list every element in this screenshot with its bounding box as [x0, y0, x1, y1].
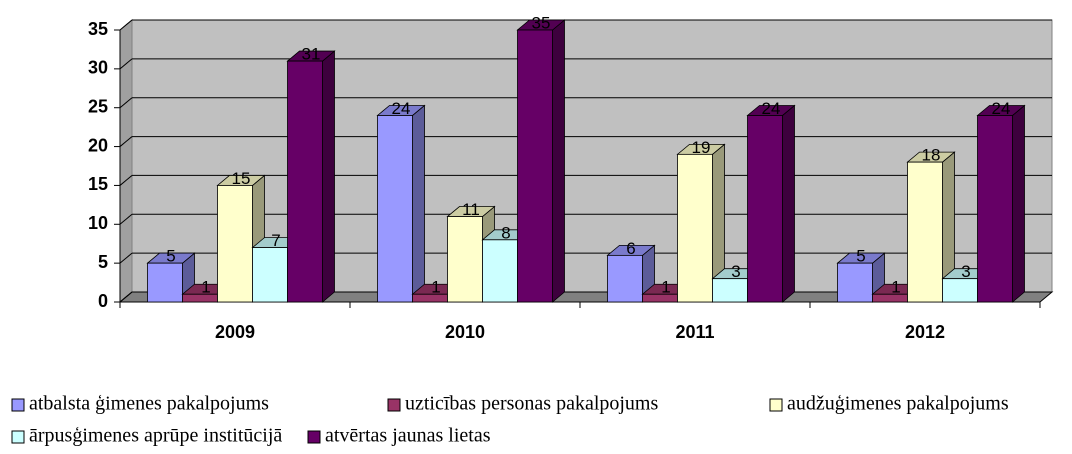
- legend-label: uzticības personas pakalpojums: [405, 393, 658, 415]
- legend-swatch: [769, 398, 783, 412]
- value-label: 5: [166, 247, 175, 266]
- bar: [607, 254, 643, 303]
- bar: [712, 278, 748, 303]
- y-tick-label: 0: [98, 291, 108, 311]
- bar: [412, 293, 448, 303]
- grid-line-side: [119, 175, 133, 186]
- value-label: 7: [271, 231, 280, 250]
- value-label: 6: [626, 239, 635, 258]
- value-label: 11: [462, 200, 480, 219]
- x-tick-label: 2009: [215, 322, 255, 342]
- value-label: 1: [661, 278, 670, 297]
- bar: [977, 115, 1013, 303]
- value-label: 24: [392, 99, 411, 118]
- grid-line-side: [119, 58, 133, 70]
- bar-side: [1012, 104, 1025, 303]
- grid-line-side: [119, 252, 133, 264]
- value-label: 1: [201, 278, 210, 297]
- x-tick-label: 2011: [675, 322, 714, 342]
- grid-line-side: [119, 19, 133, 31]
- bar: [182, 293, 218, 303]
- value-label: 24: [992, 99, 1011, 118]
- bar: [287, 60, 323, 303]
- value-label: 5: [856, 247, 865, 266]
- bar: [677, 153, 713, 303]
- value-label: 3: [731, 262, 740, 281]
- grid-line-side: [119, 97, 133, 109]
- bar-side: [782, 104, 795, 303]
- bar: [377, 115, 413, 303]
- value-label: 31: [302, 45, 321, 64]
- value-label: 3: [961, 262, 970, 281]
- bar: [217, 185, 253, 303]
- bar: [147, 262, 183, 303]
- bar: [907, 161, 943, 303]
- bar-side: [322, 50, 335, 303]
- legend-label: atvērtas jaunas lietas: [325, 425, 491, 447]
- value-label: 8: [501, 223, 510, 242]
- y-tick-label: 35: [88, 19, 108, 39]
- bar: [747, 115, 783, 303]
- y-tick-label: 15: [88, 174, 108, 194]
- legend-swatch: [307, 430, 321, 444]
- y-tick-label: 20: [88, 135, 108, 155]
- value-label: 24: [762, 99, 781, 118]
- bar: [872, 293, 908, 303]
- value-label: 19: [692, 138, 711, 157]
- bar-side: [412, 104, 425, 303]
- y-tick-label: 10: [88, 213, 108, 233]
- legend-label: audžuģimenes pakalpojums: [787, 393, 1009, 415]
- legend-label: atbalsta ģimenes pakalpojums: [29, 393, 269, 415]
- y-tick-label: 25: [88, 96, 108, 116]
- value-label: 18: [922, 146, 941, 165]
- grid-line-side: [119, 291, 133, 303]
- x-tick-label: 2010: [445, 322, 485, 342]
- bar: [517, 29, 553, 303]
- grid-line-side: [119, 213, 133, 225]
- legend-swatch: [11, 430, 25, 444]
- bar: [642, 293, 678, 303]
- bar: [482, 239, 518, 303]
- x-tick-label: 2012: [905, 322, 945, 342]
- legend-label: ārpusģimenes aprūpe institūcijā: [29, 425, 282, 447]
- side-wall: [119, 18, 133, 304]
- y-tick-label: 5: [98, 252, 108, 272]
- bar: [942, 278, 978, 303]
- value-label: 35: [532, 13, 551, 32]
- y-tick-label: 30: [88, 58, 108, 78]
- legend-swatch: [11, 398, 25, 412]
- bar-side: [552, 19, 565, 303]
- bar: [447, 216, 483, 303]
- value-label: 1: [431, 278, 440, 297]
- legend-swatch: [387, 398, 401, 412]
- bar: [252, 247, 288, 303]
- grid-line-side: [119, 136, 133, 147]
- value-label: 1: [891, 278, 900, 297]
- value-label: 15: [232, 169, 251, 188]
- bar: [837, 262, 873, 303]
